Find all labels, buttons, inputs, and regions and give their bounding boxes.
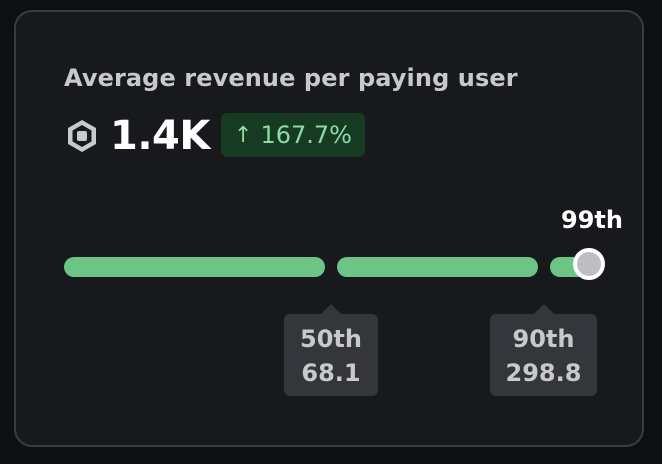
tooltip-percentile: 90th [512, 325, 575, 353]
percentile-tooltip-90: 90th 298.8 [490, 304, 597, 396]
current-percentile-label: 99th [561, 206, 623, 234]
arrow-up-icon: ↑ [234, 122, 253, 148]
change-percent: 167.7% [260, 121, 352, 149]
tooltip-percentile: 50th [300, 325, 362, 353]
robux-icon [68, 120, 96, 152]
metric-value-row: 1.4K [64, 112, 210, 160]
current-percentile-marker [573, 248, 605, 280]
percentile-segment-50-90 [337, 257, 538, 277]
metric-value: 1.4K [110, 113, 210, 159]
change-badge: ↑ 167.7% [221, 113, 365, 157]
tooltip-value: 68.1 [301, 359, 361, 387]
card-title: Average revenue per paying user [64, 64, 518, 92]
percentile-tooltip-50: 50th 68.1 [284, 304, 378, 396]
percentile-segment-0-50 [64, 257, 325, 277]
tooltip-value: 298.8 [505, 359, 582, 387]
